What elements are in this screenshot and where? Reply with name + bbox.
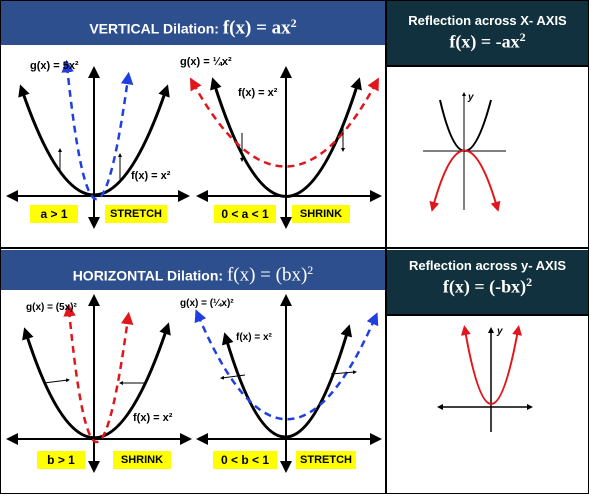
parent-curve: [22, 322, 171, 440]
vertical-stretch-graph: [6, 59, 190, 229]
reflected-curve: [429, 149, 501, 212]
h-shrink-f-label: f(x) = x²: [133, 412, 173, 424]
horizontal-stretch-graph: [194, 294, 382, 473]
h-stretch-g-label: g(x) = (¼x)²: [180, 298, 234, 309]
compressed-curve: [63, 303, 134, 444]
reflect-y-header: Reflection across y- AXIS f(x) = (-bx)2: [387, 250, 588, 314]
y-axis-label: y: [467, 92, 474, 103]
vertical-header-text: VERTICAL Dilation:: [89, 20, 223, 37]
shrunk-curve: [189, 77, 379, 168]
stretch-arrow-left: [220, 374, 246, 380]
shrink-word: SHRINK: [292, 205, 350, 223]
reflected-curve: [460, 325, 523, 405]
shrink-condition: 0 < a < 1: [214, 205, 276, 223]
horizontal-divider: [0, 247, 589, 249]
h-stretch-condition: 0 < b < 1: [213, 451, 277, 469]
shrink-arrow-left: [43, 378, 70, 384]
horizontal-header-exponent: 2: [307, 263, 314, 277]
reflect-x-graph: y: [423, 92, 506, 212]
reflect-y-graph: y: [437, 325, 533, 432]
vertical-header-formula: f(x) = ax: [222, 17, 291, 39]
reflect-x-exponent: 2: [519, 30, 526, 44]
h-shrink-word: SHRINK: [113, 451, 171, 469]
reflect-x-divider: [387, 65, 588, 67]
parent-curve: [439, 99, 492, 152]
shrink-g-label: g(x) = ¼x²: [180, 56, 232, 68]
reflect-x-formula: f(x) = -ax: [449, 31, 520, 52]
reflect-y-title: Reflection across y- AXIS: [408, 258, 566, 273]
vertical-dilation-header: VERTICAL Dilation: f(x) = ax2: [1, 1, 385, 45]
stretch-arrow-right: [330, 370, 357, 375]
reflect-x-title: Reflection across X- AXIS: [408, 13, 567, 28]
reflect-y-formula: f(x) = (-bx): [442, 276, 527, 297]
h-stretch-word: STRETCH: [296, 451, 356, 469]
horizontal-header-formula: f(x) = (bx): [226, 264, 308, 286]
horizontal-dilation-header: HORIZONTAL Dilation: f(x) = (bx)2: [1, 250, 385, 290]
reflect-x-header: Reflection across X- AXIS f(x) = -ax2: [387, 1, 588, 65]
horizontal-header-text: HORIZONTAL Dilation:: [72, 267, 227, 284]
stretch-g-label: g(x) = 5x²: [30, 60, 79, 72]
parent-curve: [18, 84, 170, 197]
stretch-f-label: f(x) = x²: [131, 170, 171, 182]
stretched-curve: [61, 59, 134, 201]
stretch-condition: a > 1: [30, 205, 78, 223]
h-stretch-f-label: f(x) = x²: [236, 332, 272, 343]
h-shrink-g-label: g(x) = (5x)²: [26, 302, 77, 313]
reflect-y-divider: [387, 314, 588, 316]
stretch-word: STRETCH: [105, 205, 167, 223]
widened-curve: [194, 309, 379, 421]
shrink-f-label: f(x) = x²: [238, 87, 278, 99]
vertical-shrink-graph: [189, 66, 382, 229]
y-axis-label: y: [496, 326, 503, 337]
reflect-y-exponent: 2: [526, 275, 533, 289]
parent-curve: [210, 77, 362, 198]
h-shrink-condition: b > 1: [37, 451, 85, 469]
parent-curve: [221, 324, 353, 439]
horizontal-shrink-graph: [6, 294, 192, 473]
vertical-header-exponent: 2: [290, 16, 297, 30]
